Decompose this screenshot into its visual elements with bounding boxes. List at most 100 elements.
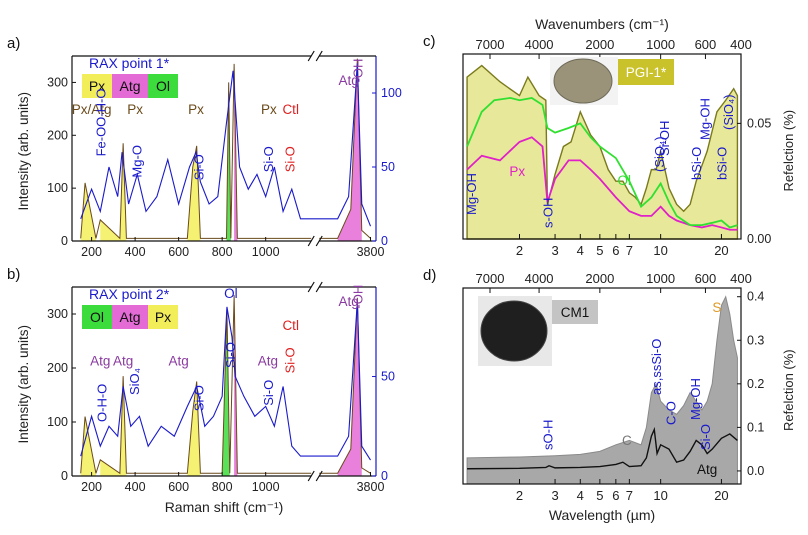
annotation: Atg bbox=[258, 353, 278, 368]
annotation: Si-O bbox=[261, 146, 276, 172]
top-tick-label: 2000 bbox=[585, 271, 614, 286]
y-tick-label: 0.05 bbox=[747, 116, 771, 130]
annotation: Px bbox=[261, 102, 277, 117]
legend-label: Atg bbox=[119, 309, 140, 325]
annotation: Atg bbox=[338, 294, 358, 309]
x-tick-label: 200 bbox=[81, 245, 102, 259]
annotation: Atg bbox=[338, 73, 358, 88]
annotation: bSi-O bbox=[714, 147, 729, 180]
x-tick-label: 3 bbox=[551, 243, 558, 258]
annotation: sO-H bbox=[540, 420, 555, 450]
measured-spectrum-line bbox=[80, 63, 372, 227]
y-tick-label: 100 bbox=[47, 181, 68, 195]
annotation: Atg bbox=[697, 462, 717, 477]
annotation: Px/Atg bbox=[72, 102, 112, 117]
plot-frame bbox=[462, 287, 742, 485]
annotation: Mg-O bbox=[129, 145, 144, 178]
x-tick-label: 4 bbox=[577, 243, 584, 258]
y-tick-label: 0.2 bbox=[747, 377, 764, 391]
y2-tick-label: 100 bbox=[381, 86, 402, 100]
axis-break-mark bbox=[307, 470, 315, 482]
annotation: Ol bbox=[224, 286, 238, 301]
y2-tick-label: 50 bbox=[381, 160, 395, 174]
panel-c: c) 2 3 4 5 6 7 10 20 7000 4000 2000 1000 600 400 Wavenu… bbox=[423, 16, 796, 258]
top-tick-label: 600 bbox=[695, 37, 717, 52]
y-tick-label: 200 bbox=[47, 361, 68, 375]
legend-swatch bbox=[148, 305, 178, 329]
plot-frame bbox=[462, 53, 742, 240]
y-tick-label: 200 bbox=[47, 128, 68, 142]
x-tick-label: 3800 bbox=[357, 245, 385, 259]
reference-line-px bbox=[466, 136, 738, 231]
annotation: Px bbox=[509, 164, 525, 179]
pellet-photo bbox=[480, 300, 548, 362]
top-tick-label: 1000 bbox=[646, 37, 675, 52]
x-tick-label: 800 bbox=[212, 480, 233, 494]
x-tick-label: 4 bbox=[577, 488, 584, 503]
peak-fill bbox=[187, 381, 201, 476]
legend-swatch bbox=[112, 74, 148, 98]
annotation: Fe-OO-H-O bbox=[93, 89, 108, 157]
reference-spectrum-line bbox=[80, 58, 371, 240]
legend-swatch bbox=[82, 74, 112, 98]
top-tick-label: 7000 bbox=[476, 271, 505, 286]
peak-fill bbox=[119, 143, 127, 241]
top-tick-label: 4000 bbox=[525, 271, 554, 286]
y2-tick-label: 50 bbox=[381, 370, 395, 384]
axis-break-mark bbox=[307, 281, 315, 293]
axis-break-mark bbox=[307, 50, 315, 62]
y-tick-label: 0.1 bbox=[747, 420, 764, 434]
legend-label: Px bbox=[155, 309, 171, 325]
x-tick-label: 6 bbox=[612, 488, 619, 503]
x-tick-label: 800 bbox=[212, 245, 233, 259]
top-tick-label: 1000 bbox=[646, 271, 675, 286]
top-tick-label: 4000 bbox=[525, 37, 554, 52]
annotation: Atg bbox=[90, 353, 110, 368]
measured-spectrum-line bbox=[80, 300, 371, 461]
axis-break-mark bbox=[315, 470, 323, 482]
annotation: C-O bbox=[664, 401, 679, 425]
x-tick-label: 600 bbox=[168, 480, 189, 494]
annotation: Si-O bbox=[283, 347, 298, 373]
axis-break-gap bbox=[311, 471, 320, 481]
inset-label: PGI-1* bbox=[626, 65, 667, 80]
panel-b: b)200 400 600 800 1000 38000100200300050Inten… bbox=[7, 266, 395, 515]
y2-tick-label: 0 bbox=[381, 234, 388, 248]
peak-fill bbox=[187, 145, 201, 241]
x-tick-label: 600 bbox=[168, 245, 189, 259]
panel-label: b) bbox=[7, 266, 20, 283]
axis-break-gap bbox=[311, 236, 320, 246]
x-tick-label: 2 bbox=[516, 243, 523, 258]
panel-a: a)200 400 600 800 1000 38000100200300050100In… bbox=[7, 35, 402, 259]
annotation: Mg-OH bbox=[464, 173, 479, 215]
y-tick-label: 0.4 bbox=[747, 290, 764, 304]
annotation: s-OH bbox=[540, 198, 555, 228]
annotation: -OH bbox=[350, 285, 365, 309]
annotation: as,ssSi-O bbox=[649, 339, 664, 395]
axis-break-mark bbox=[307, 235, 315, 247]
y-axis-title: Intensity (arb. units) bbox=[16, 92, 31, 211]
y-tick-label: 100 bbox=[47, 415, 68, 429]
annotation: Atg bbox=[113, 353, 133, 368]
top-tick-label: 400 bbox=[730, 271, 752, 286]
pellet-photo bbox=[553, 58, 613, 104]
annotation: Mg-OH bbox=[688, 378, 703, 420]
panel-title: RAX point 1* bbox=[89, 55, 170, 71]
legend-label: Atg bbox=[119, 78, 140, 94]
x-tick-label: 6 bbox=[612, 243, 619, 258]
annotation: Ctl bbox=[282, 318, 299, 333]
top-tick-label: 400 bbox=[730, 37, 752, 52]
peak-fill bbox=[222, 308, 230, 476]
sample-spectrum-area bbox=[466, 64, 739, 240]
sample-spectrum-area bbox=[466, 295, 738, 485]
annotation: Ol bbox=[617, 173, 631, 188]
x-tick-label: 10 bbox=[653, 243, 667, 258]
y-axis-title: Intensity (arb. units) bbox=[16, 325, 31, 444]
peak-fill bbox=[226, 82, 231, 241]
annotation: S bbox=[712, 300, 721, 315]
y-axis-title: Refelction (%) bbox=[781, 349, 796, 431]
panel-title: RAX point 2* bbox=[89, 286, 170, 302]
x-tick-label: 10 bbox=[653, 488, 667, 503]
legend-label: Ol bbox=[156, 78, 170, 94]
legend-label: Px bbox=[89, 78, 105, 94]
